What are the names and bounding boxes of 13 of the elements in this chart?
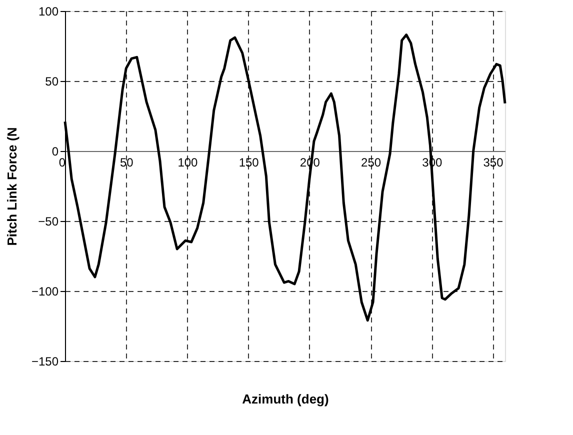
x-tick-label: 100	[178, 156, 198, 170]
y-tick-label: 50	[45, 74, 59, 88]
x-tick-label: 250	[361, 156, 382, 170]
x-tick-label: 150	[238, 156, 260, 170]
x-tick-label: 50	[120, 156, 134, 170]
y-tick-label: 100	[38, 4, 59, 18]
x-axis-title: Azimuth (deg)	[242, 392, 329, 406]
y-tick-label: −100	[31, 284, 59, 298]
y-tick-label: 0	[52, 144, 59, 158]
y-tick-label: −150	[31, 354, 59, 368]
y-tick-label: −50	[38, 214, 59, 228]
y-axis-title: Pitch Link Force (N	[4, 127, 20, 246]
x-tick-label: 350	[483, 156, 504, 170]
